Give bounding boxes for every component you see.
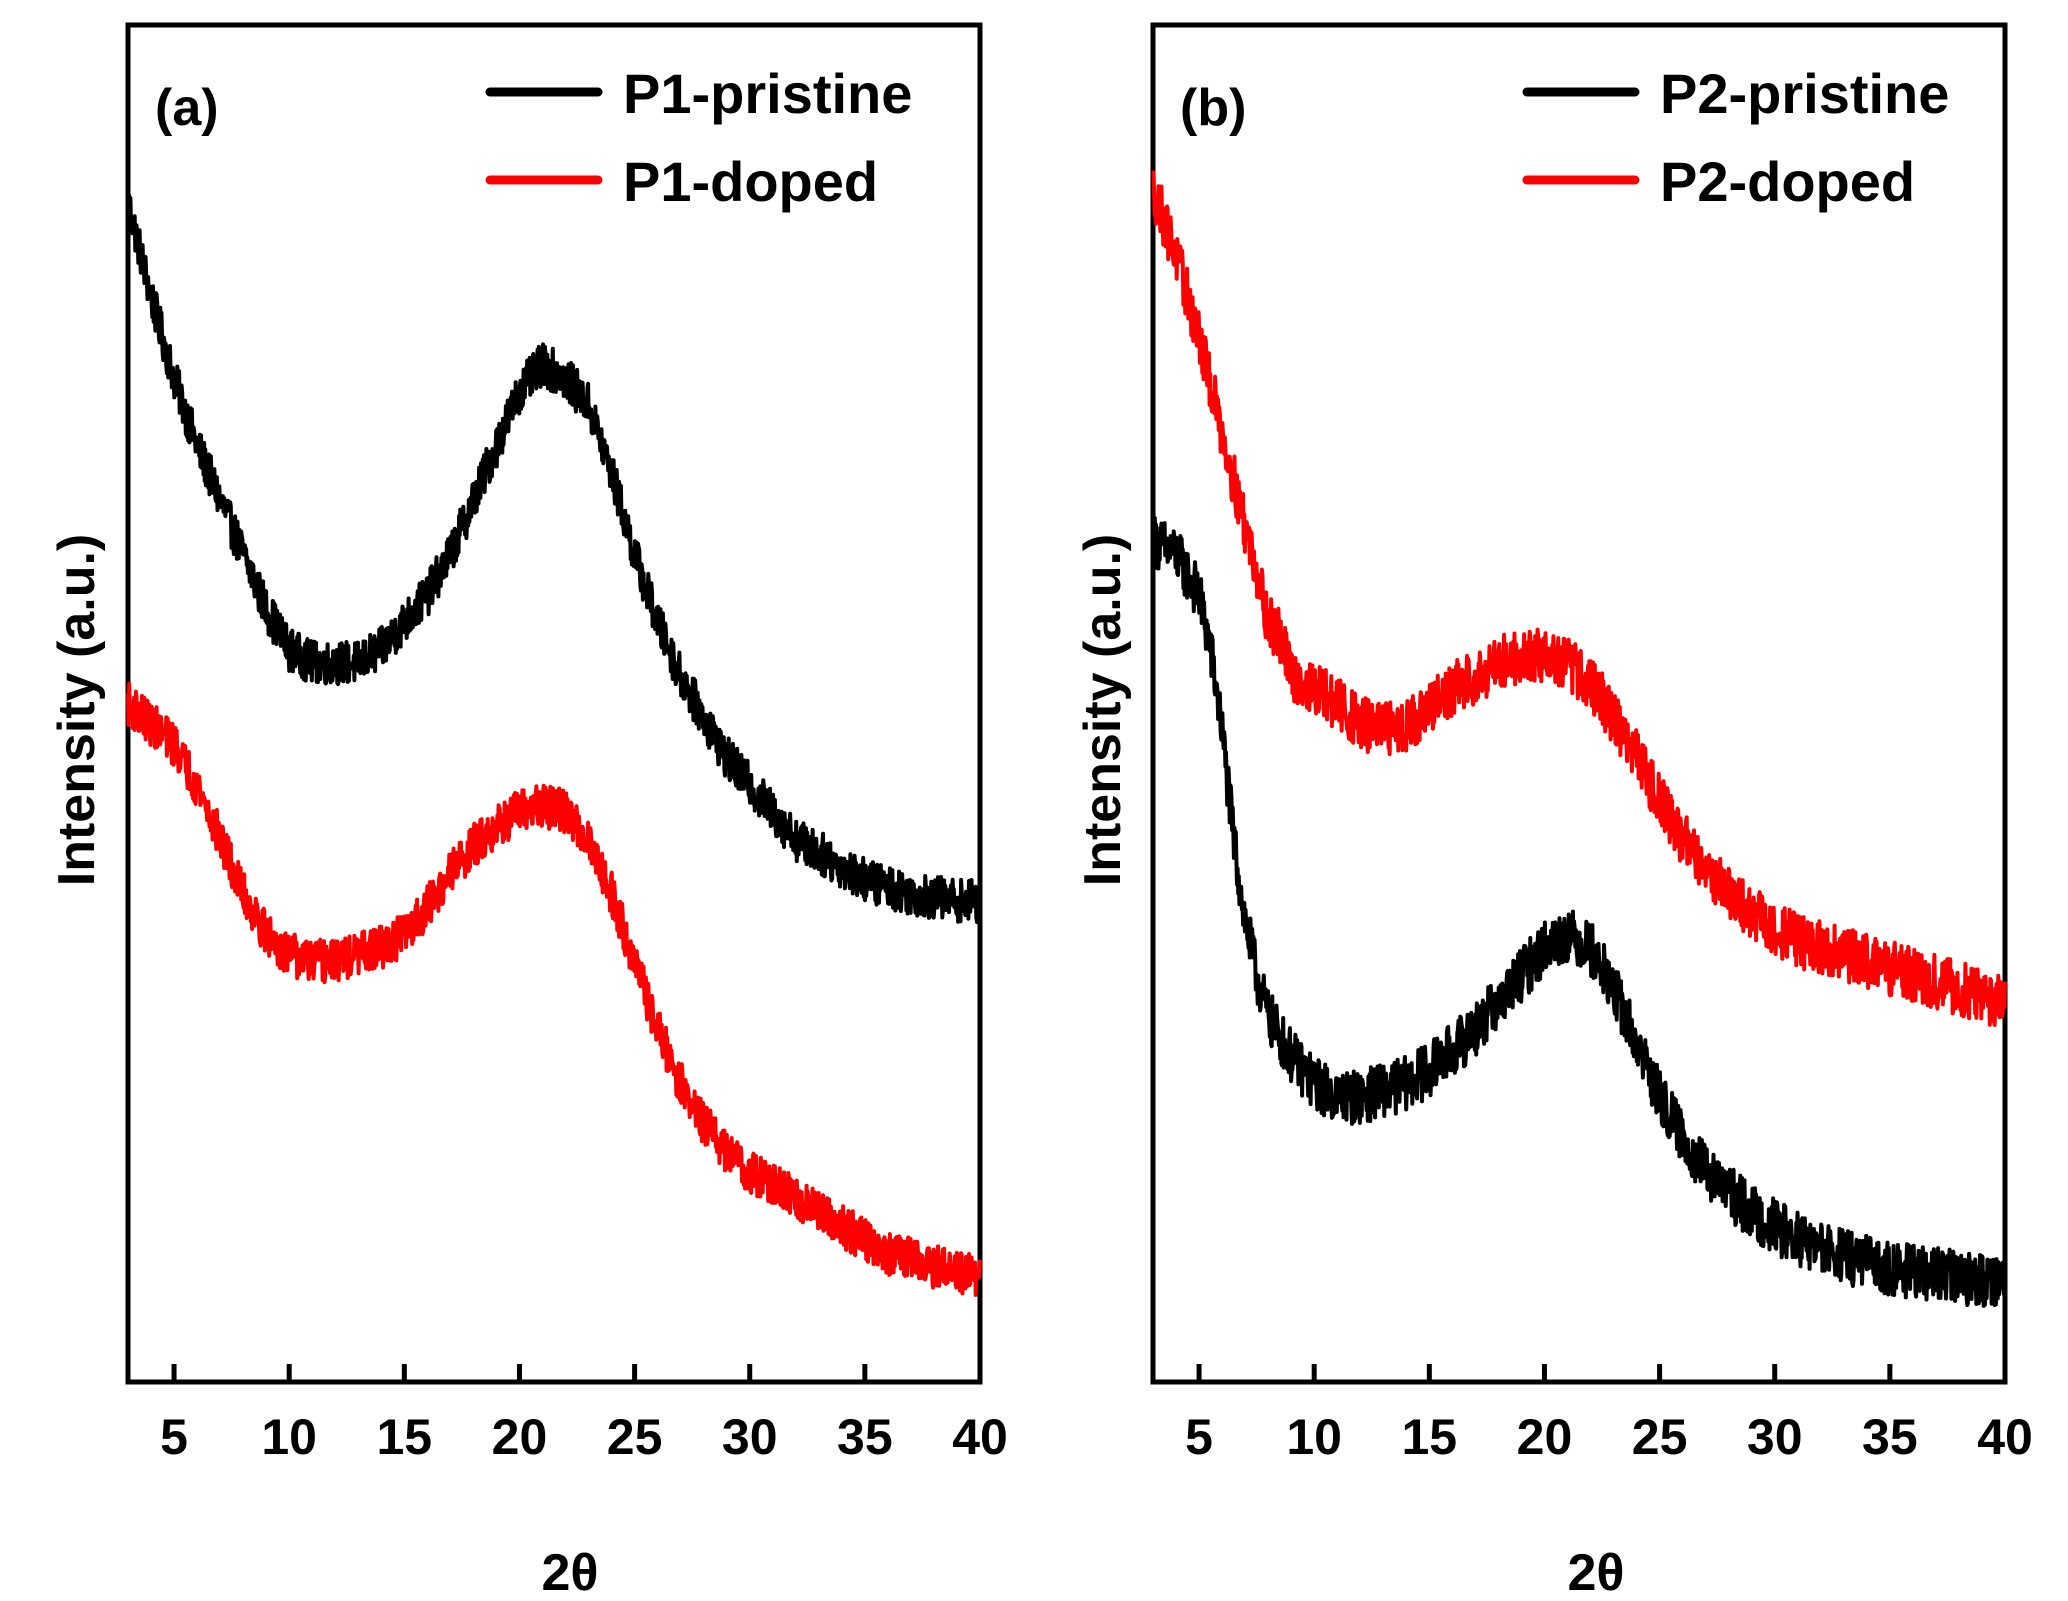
x-tick-label-10: 10 xyxy=(261,1409,317,1465)
x-tick-label-25: 25 xyxy=(607,1409,663,1465)
x-tick-label-5: 5 xyxy=(160,1409,188,1465)
y-axis-label-b: Intensity (a.u.) xyxy=(1074,534,1132,886)
legend-label-p1-doped: P1-doped xyxy=(623,150,878,213)
x-axis-label-b: 2θ xyxy=(1567,1544,1624,1601)
panel-a: 5 10 15 20 25 30 35 40 (a) P1-pristine P1-doped… xyxy=(48,22,1008,1601)
series-line-P2-pristine xyxy=(1151,516,2007,1308)
x-axis-label-a: 2θ xyxy=(541,1544,598,1601)
x-tick-label-30: 30 xyxy=(722,1409,778,1465)
x-ticks-b: 5 10 15 20 25 30 35 40 xyxy=(1185,1364,2033,1465)
x-tick-label-40: 40 xyxy=(952,1409,1008,1465)
x-ticks-a: 5 10 15 20 25 30 35 40 xyxy=(160,1364,1008,1465)
legend-label-p1-pristine: P1-pristine xyxy=(623,62,912,125)
legend-label-p2-doped: P2-doped xyxy=(1660,150,1915,213)
x-tick-label-15: 15 xyxy=(1402,1409,1458,1465)
legend-a: P1-pristine P1-doped xyxy=(485,62,912,213)
panel-label-b: (b) xyxy=(1180,79,1246,137)
series-layer-a xyxy=(126,192,982,1297)
x-tick-label-30: 30 xyxy=(1747,1409,1803,1465)
legend-b: P2-pristine P2-doped xyxy=(1522,62,1949,213)
series-line-P1-doped xyxy=(126,681,982,1297)
x-tick-label-20: 20 xyxy=(492,1409,548,1465)
series-line-P2-doped xyxy=(1151,170,2007,1027)
panel-label-a: (a) xyxy=(155,79,219,137)
legend-label-p2-pristine: P2-pristine xyxy=(1660,62,1949,125)
panel-b: 5 10 15 20 25 30 35 40 (b) P2-pristine P2-doped… xyxy=(1074,22,2033,1601)
x-tick-label-40: 40 xyxy=(1977,1409,2033,1465)
x-tick-label-5: 5 xyxy=(1185,1409,1213,1465)
plot-frame-b xyxy=(1150,22,2008,1385)
y-axis-label-a: Intensity (a.u.) xyxy=(48,534,106,886)
plot-frame-a xyxy=(125,22,983,1385)
series-line-P1-pristine xyxy=(126,192,982,925)
series-layer-b xyxy=(1151,170,2007,1308)
x-tick-label-20: 20 xyxy=(1517,1409,1573,1465)
x-tick-label-15: 15 xyxy=(377,1409,433,1465)
x-tick-label-35: 35 xyxy=(837,1409,893,1465)
x-tick-label-10: 10 xyxy=(1286,1409,1342,1465)
x-tick-label-25: 25 xyxy=(1632,1409,1688,1465)
x-tick-label-35: 35 xyxy=(1862,1409,1918,1465)
